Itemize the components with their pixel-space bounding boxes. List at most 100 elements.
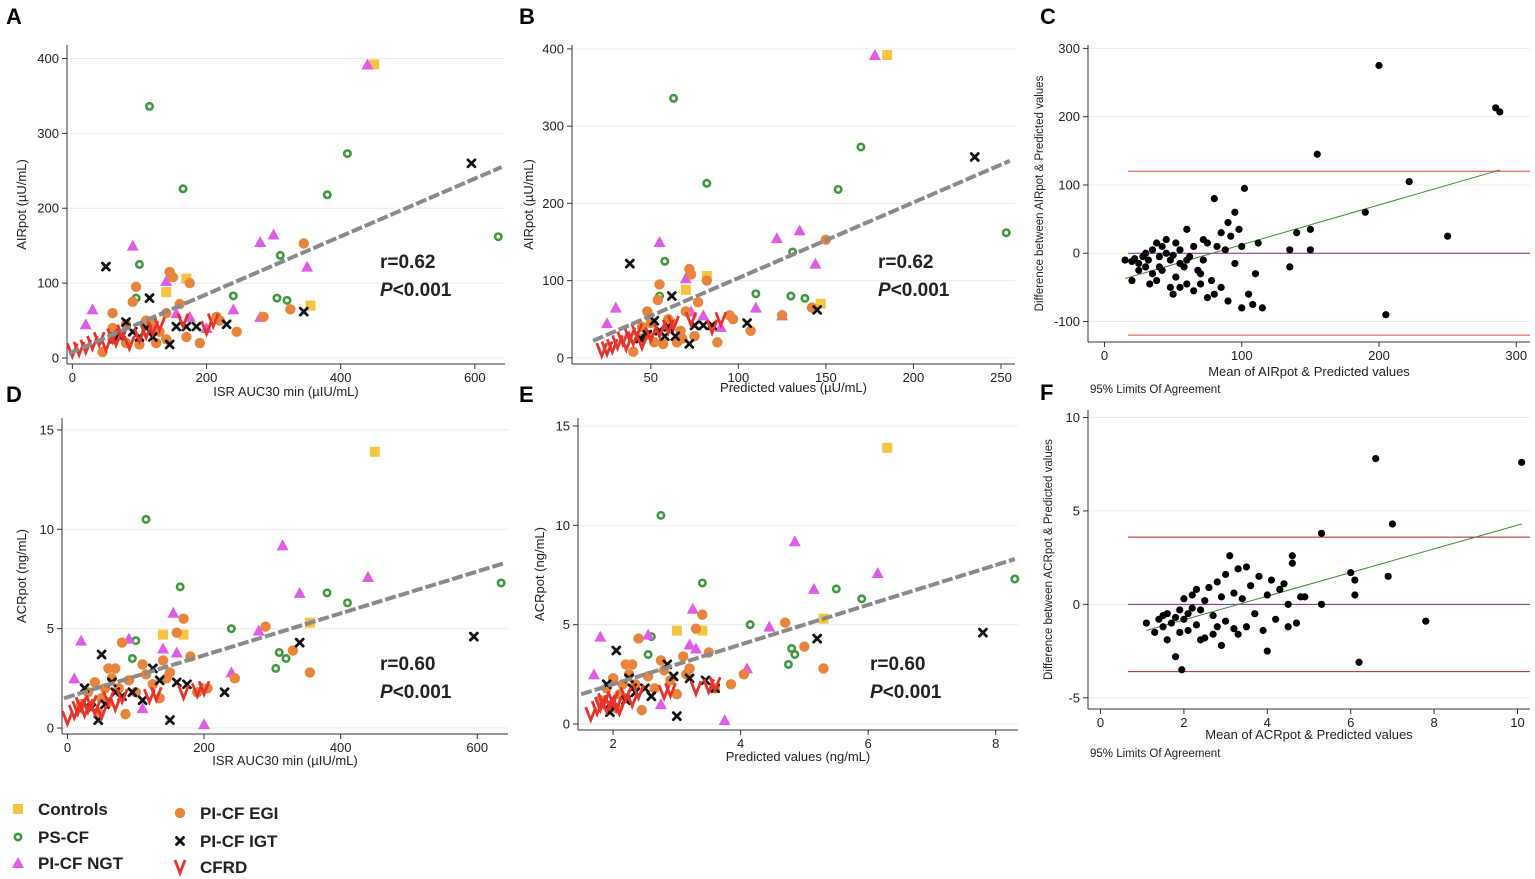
pscf-point xyxy=(275,250,285,260)
igt-point xyxy=(978,627,988,638)
difference-point xyxy=(1210,195,1218,203)
difference-point xyxy=(1255,572,1263,580)
difference-point xyxy=(1227,232,1235,240)
x-tick-label-a: 200 xyxy=(196,370,218,385)
difference-point xyxy=(1384,572,1392,580)
igt-point xyxy=(670,331,681,342)
cfrd-point xyxy=(714,311,728,330)
difference-point xyxy=(1176,283,1184,291)
difference-point xyxy=(1184,626,1192,635)
ngt-point xyxy=(170,646,183,658)
markers-b xyxy=(595,49,1011,360)
x-tick-label-f: 10 xyxy=(1510,715,1524,730)
egi-point xyxy=(194,337,206,349)
ngt-point xyxy=(697,309,710,321)
pscf-point xyxy=(783,659,793,669)
x-tick-label-f: 8 xyxy=(1430,715,1437,730)
stat-r-a: r=0.62 xyxy=(380,252,435,273)
difference-point xyxy=(1169,290,1177,298)
controls-point xyxy=(369,59,380,70)
difference-point xyxy=(1148,270,1157,278)
x-axis-label-c: Mean of AIRpot & Predicted values xyxy=(1208,364,1410,379)
difference-point xyxy=(1135,266,1143,274)
cfrd-point xyxy=(708,676,722,695)
egi-point xyxy=(642,306,653,317)
igt-point xyxy=(649,315,660,326)
egi-point xyxy=(229,673,240,684)
legend-marker-igt xyxy=(175,836,185,846)
difference-point xyxy=(1254,239,1262,247)
difference-point xyxy=(1217,593,1226,601)
igt-point xyxy=(221,319,232,330)
cfrd-point xyxy=(115,688,129,707)
pscf-point xyxy=(857,594,867,604)
legend-label-pscf: PS-CF xyxy=(38,828,89,847)
difference-point xyxy=(1207,276,1216,285)
difference-point xyxy=(1361,208,1369,216)
egi-point xyxy=(818,663,829,674)
y-tick-label-c: 200 xyxy=(1058,109,1080,124)
egi-point xyxy=(727,314,739,325)
legend-marker-egi xyxy=(174,807,186,819)
difference-point xyxy=(1205,583,1213,592)
loa-note-c: 95% Limits Of Agreement xyxy=(1090,384,1221,396)
ngt-point xyxy=(770,232,783,244)
difference-point xyxy=(1222,617,1230,625)
egi-point xyxy=(137,659,148,670)
ngt-point xyxy=(601,317,614,329)
x-tick-label-f: 6 xyxy=(1347,715,1354,730)
difference-point xyxy=(1230,625,1238,633)
ngt-point xyxy=(79,318,92,330)
y-axis-label-d: ACRpot (ng/mL) xyxy=(14,529,29,623)
ngt-point xyxy=(609,301,622,313)
difference-point xyxy=(1518,458,1526,466)
igt-point xyxy=(171,677,182,688)
difference-point xyxy=(1213,242,1221,251)
igt-point xyxy=(466,158,477,169)
egi-point xyxy=(649,683,660,694)
igt-point xyxy=(611,645,622,656)
cfrd-point xyxy=(177,684,190,703)
pscf-point xyxy=(141,514,151,524)
igt-point xyxy=(121,317,131,327)
egi-point xyxy=(701,275,713,286)
difference-point xyxy=(1382,311,1390,319)
regression-line-b xyxy=(592,159,1011,343)
difference-point xyxy=(1176,246,1184,254)
ngt-point xyxy=(126,239,139,251)
ngt-point xyxy=(86,303,99,315)
egi-point xyxy=(167,271,179,283)
difference-point xyxy=(1162,249,1170,257)
egi-point xyxy=(103,663,114,674)
controls-point xyxy=(882,50,893,61)
x-axis-label-d: ISR AUC30 min (µIU/mL) xyxy=(212,753,357,768)
y-tick-label-a: 0 xyxy=(52,351,59,366)
cfrd-point xyxy=(644,327,658,345)
difference-point xyxy=(1235,225,1243,233)
difference-point xyxy=(1159,623,1167,631)
difference-point xyxy=(1224,218,1232,227)
difference-point xyxy=(1224,297,1232,305)
ngt-point xyxy=(683,638,696,650)
difference-point xyxy=(1171,653,1180,661)
ngt-point xyxy=(788,535,801,547)
difference-point xyxy=(1313,150,1321,158)
igt-point xyxy=(698,320,709,331)
difference-point xyxy=(1217,229,1225,237)
difference-point xyxy=(1196,636,1205,644)
egi-point xyxy=(147,679,159,690)
difference-point xyxy=(1196,280,1205,288)
y-tick-label-b: 300 xyxy=(542,119,564,134)
ngt-point xyxy=(68,672,81,684)
panel-a: A 0 100 200 300 400 0 200 400 600 ISR AUC30 min (µ… xyxy=(6,4,505,399)
igt-point xyxy=(742,318,752,328)
pscf-point xyxy=(127,653,137,663)
egi-point xyxy=(780,617,791,628)
pscf-point xyxy=(281,653,291,663)
egi-point xyxy=(692,297,704,308)
difference-point xyxy=(1203,294,1212,302)
egi-point xyxy=(89,677,100,688)
difference-point xyxy=(1146,280,1154,288)
pscf-point xyxy=(496,578,506,588)
igt-point xyxy=(137,695,148,706)
